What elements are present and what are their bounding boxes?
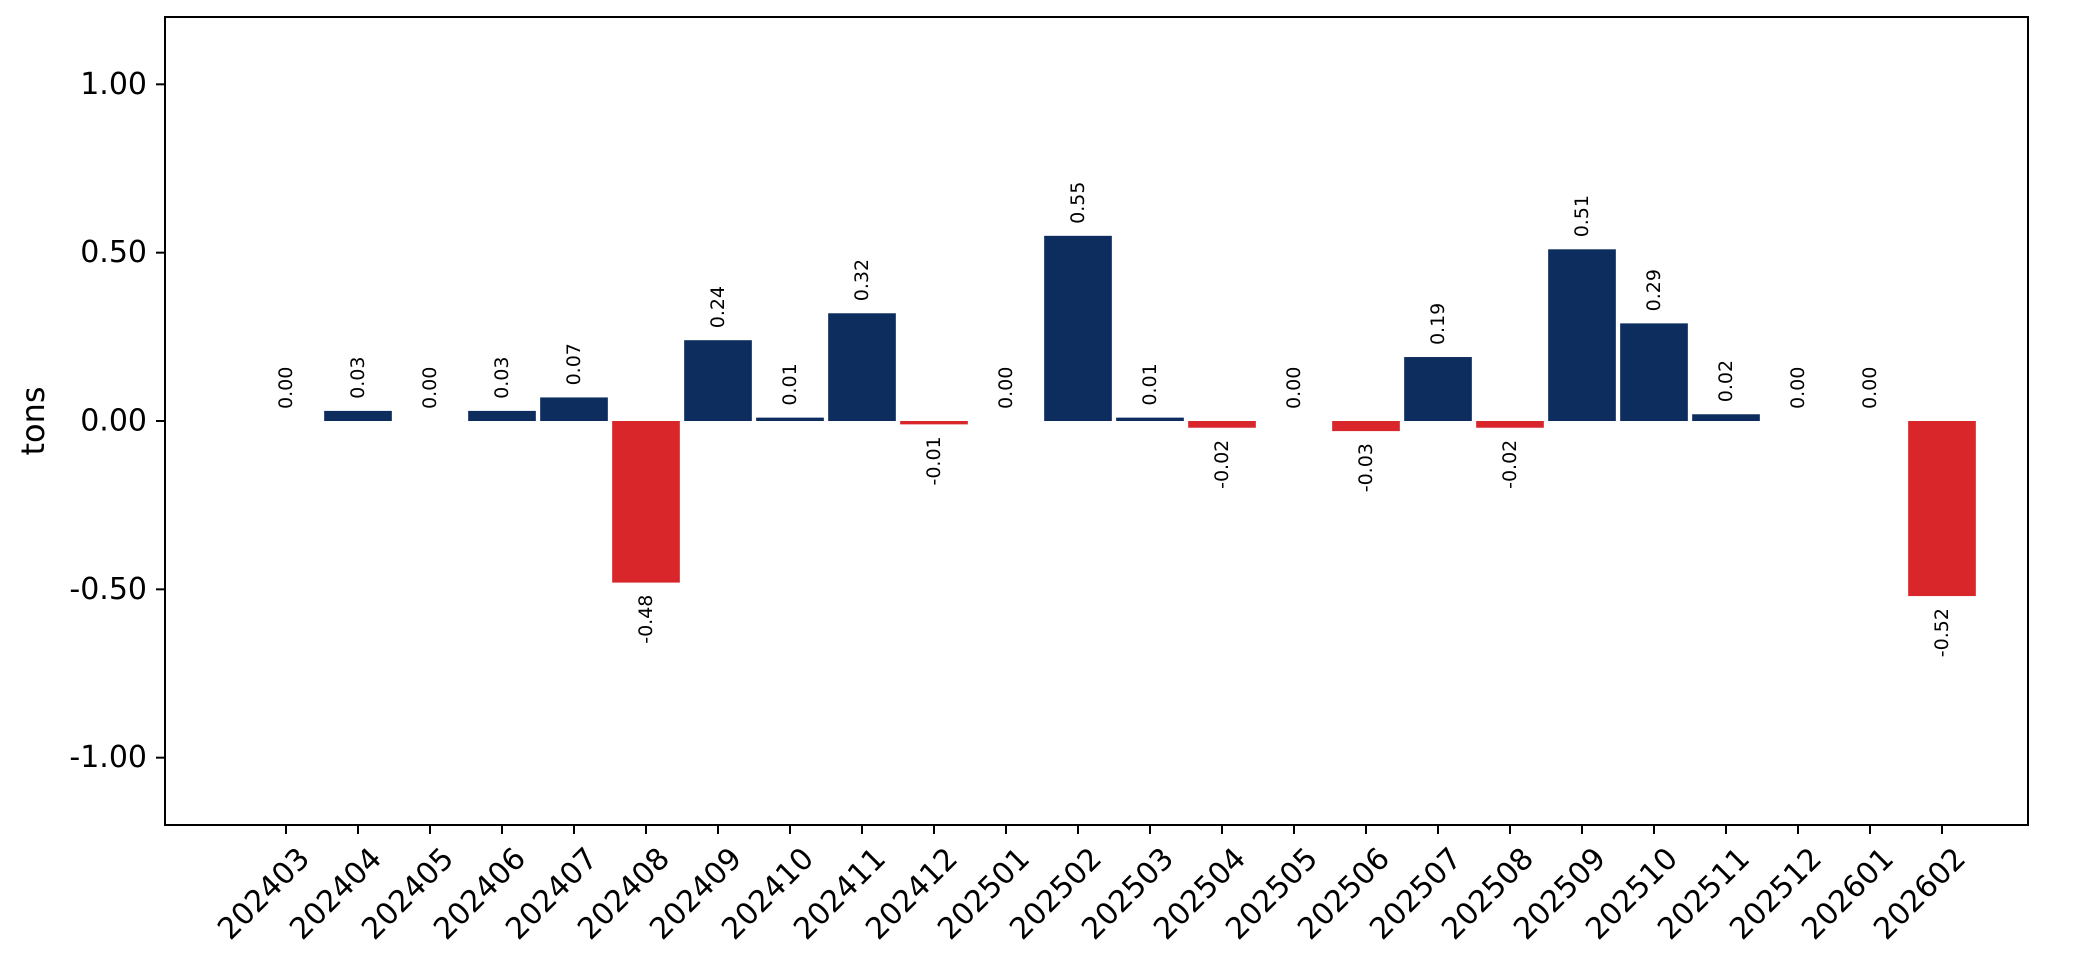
bar-202602 bbox=[1908, 421, 1976, 597]
data-label-202502: 0.55 bbox=[1067, 182, 1089, 224]
data-label-202506: -0.03 bbox=[1355, 443, 1377, 492]
data-label-202602: -0.52 bbox=[1931, 608, 1953, 657]
bar-202411 bbox=[828, 313, 896, 421]
y-axis-label: tons bbox=[14, 386, 52, 455]
bar-202507 bbox=[1404, 357, 1472, 421]
data-label-202403: 0.00 bbox=[275, 367, 297, 409]
bar-202407 bbox=[540, 397, 608, 421]
y-tick-label: 0.00 bbox=[80, 404, 147, 439]
bar-202408 bbox=[612, 421, 680, 583]
data-label-202410: 0.01 bbox=[779, 363, 801, 405]
data-label-202503: 0.01 bbox=[1139, 363, 1161, 405]
data-label-202510: 0.29 bbox=[1643, 269, 1665, 311]
data-label-202511: 0.02 bbox=[1715, 360, 1737, 402]
data-label-202512: 0.00 bbox=[1787, 367, 1809, 409]
bar-202502 bbox=[1044, 235, 1112, 421]
data-label-202409: 0.24 bbox=[707, 286, 729, 328]
bar-202412 bbox=[900, 421, 968, 425]
bar-202504 bbox=[1188, 421, 1256, 428]
data-label-202508: -0.02 bbox=[1499, 440, 1521, 489]
data-label-202501: 0.00 bbox=[995, 367, 1017, 409]
data-label-202412: -0.01 bbox=[923, 436, 945, 485]
y-tick-label: 0.50 bbox=[80, 235, 147, 270]
bar-202510 bbox=[1620, 323, 1688, 421]
data-label-202601: 0.00 bbox=[1859, 367, 1881, 409]
y-tick-label: 1.00 bbox=[80, 67, 147, 102]
bar-202404 bbox=[324, 410, 392, 421]
data-label-202404: 0.03 bbox=[347, 357, 369, 399]
x-axis: 2024032024042024052024062024072024082024… bbox=[211, 825, 1973, 947]
bar-202409 bbox=[684, 340, 752, 421]
y-axis: -1.00 -0.50 0.00 0.50 1.00 bbox=[69, 67, 165, 775]
data-label-202411: 0.32 bbox=[851, 259, 873, 301]
bar-202503 bbox=[1116, 417, 1184, 421]
y-tick-label: -0.50 bbox=[69, 572, 147, 607]
bar-202511 bbox=[1692, 414, 1760, 421]
data-label-202408: -0.48 bbox=[635, 595, 657, 644]
data-label-202505: 0.00 bbox=[1283, 367, 1305, 409]
data-label-202406: 0.03 bbox=[491, 357, 513, 399]
bar-202508 bbox=[1476, 421, 1544, 428]
data-labels-layer: 0.00 0.03 0.00 0.03 0.07 -0.48 0.24 0.01 0.32 -0.… bbox=[275, 182, 1953, 658]
data-label-202507: 0.19 bbox=[1427, 303, 1449, 345]
y-tick-label: -1.00 bbox=[69, 740, 147, 775]
data-label-202509: 0.51 bbox=[1571, 195, 1593, 237]
bars-layer bbox=[324, 235, 1976, 597]
bar-202509 bbox=[1548, 249, 1616, 421]
data-label-202405: 0.00 bbox=[419, 367, 441, 409]
bar-202506 bbox=[1332, 421, 1400, 432]
data-label-202504: -0.02 bbox=[1211, 440, 1233, 489]
data-label-202407: 0.07 bbox=[563, 343, 585, 385]
bar-202406 bbox=[468, 410, 536, 421]
bar-202410 bbox=[756, 417, 824, 421]
